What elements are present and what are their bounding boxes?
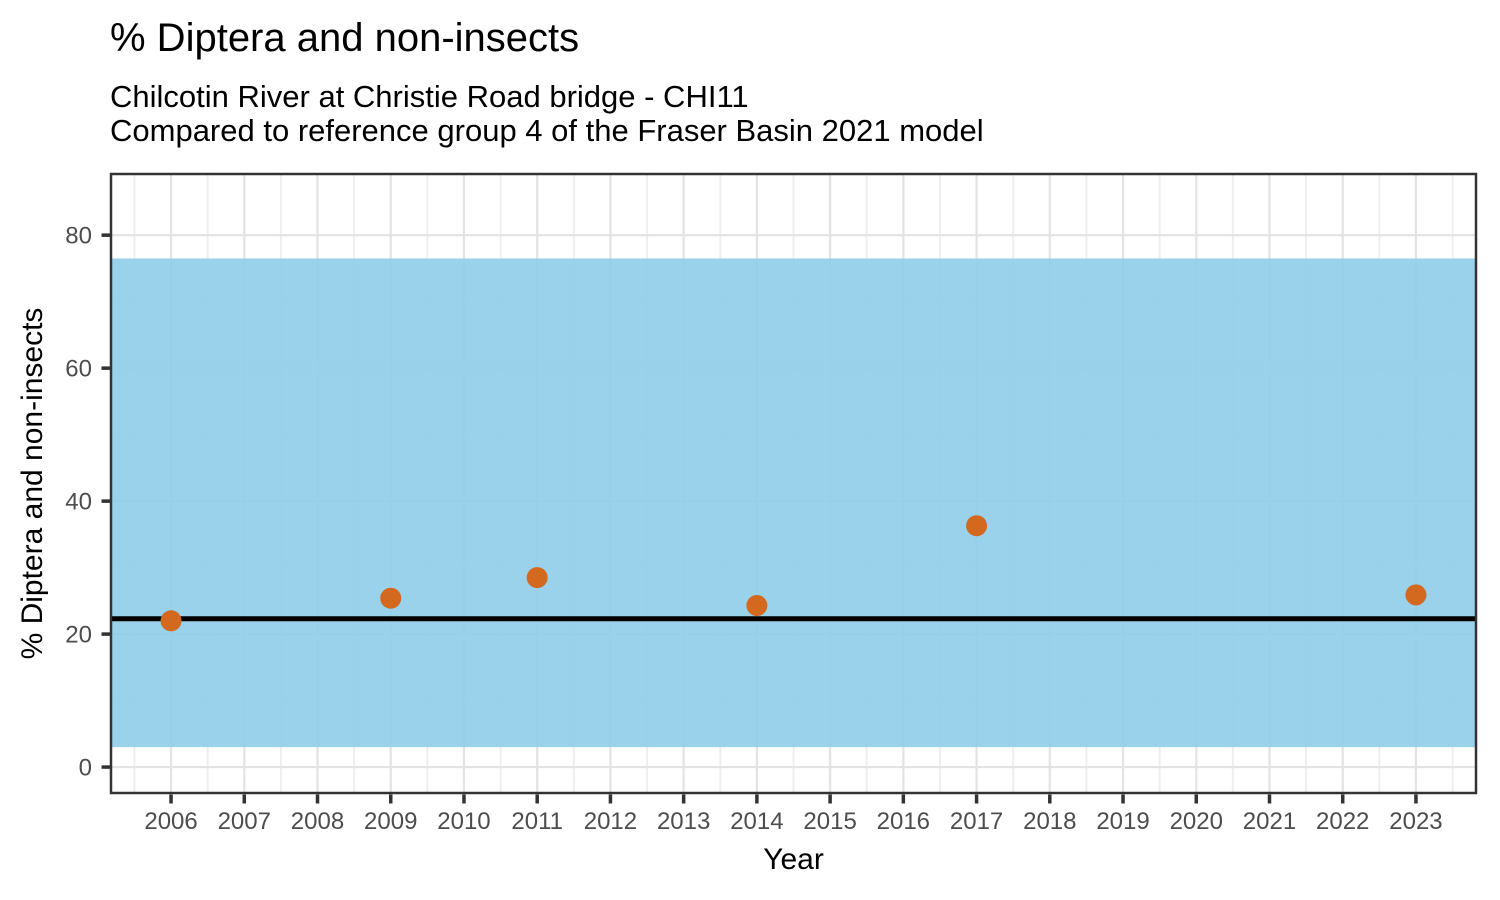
x-tick-mark [901,794,906,804]
x-tick-label: 2017 [950,808,1003,835]
y-tick-mark [101,632,111,636]
chart-subtitle: Chilcotin River at Christie Road bridge … [110,80,984,148]
y-tick-label: 60 [65,356,92,383]
x-tick-label: 2012 [584,808,637,835]
x-tick-label: 2015 [803,808,856,835]
data-point [1405,584,1427,606]
x-tick-mark [755,794,759,804]
x-tick-label: 2014 [730,808,783,835]
x-tick-mark [1048,794,1052,804]
x-tick-mark [974,794,979,804]
chart-subtitle-line2: Compared to reference group 4 of the Fra… [110,113,984,148]
x-tick-label: 2008 [291,808,344,835]
y-tick-label: 20 [65,622,92,649]
x-tick-label: 2011 [511,808,563,835]
y-tick-mark [101,233,111,237]
x-tick-mark [1194,794,1199,804]
y-axis-title: % Diptera and non-insects [16,308,49,660]
y-tick-label: 80 [65,223,92,250]
reference-band-rect [111,258,1476,748]
x-tick-label: 2020 [1170,808,1223,835]
x-tick-mark [608,794,613,804]
data-point [380,587,402,609]
x-tick-mark [169,794,173,804]
reference-band [111,258,1476,748]
x-tick-label: 2019 [1096,808,1149,835]
x-tick-mark [242,794,247,804]
x-tick-label: 2010 [437,808,490,835]
x-tick-mark [828,794,832,804]
x-tick-mark [1414,794,1418,804]
x-tick-label: 2018 [1023,808,1076,835]
y-tick-label: 0 [79,755,92,782]
data-point [746,595,768,617]
data-point [526,567,548,589]
x-tick-label: 2006 [144,808,197,835]
x-tick-label: 2023 [1389,808,1442,835]
y-tick-mark [101,499,111,503]
x-tick-label: 2016 [877,808,930,835]
y-tick-mark [101,765,111,769]
x-tick-mark [1121,794,1125,804]
y-tick-label: 40 [65,489,92,516]
x-tick-label: 2009 [364,808,417,835]
axis-ticks [101,233,1418,804]
x-tick-label: 2007 [218,808,271,835]
x-axis-title: Year [763,843,824,876]
x-tick-mark [388,794,393,804]
data-points [160,515,1427,632]
x-axis-tick-labels: 2006 2007 2008 2009 2010 2011 2012 2013 2014 2015… [144,808,1442,835]
x-tick-mark [535,794,539,804]
x-tick-mark [315,794,320,804]
x-tick-label: 2022 [1316,808,1369,835]
y-axis-tick-labels: 0 20 40 60 80 [65,223,92,782]
chart-title: % Diptera and non-insects [110,16,580,60]
x-tick-label: 2021 [1243,808,1296,835]
x-tick-mark [462,794,466,804]
data-point [160,610,182,632]
y-tick-mark [101,366,111,370]
data-point [966,515,988,537]
x-tick-label: 2013 [657,808,710,835]
x-tick-mark [681,794,686,804]
chart-subtitle-line1: Chilcotin River at Christie Road bridge … [110,79,749,114]
panel-border [109,172,1478,795]
x-tick-mark [1340,794,1345,804]
x-tick-mark [1267,794,1272,804]
